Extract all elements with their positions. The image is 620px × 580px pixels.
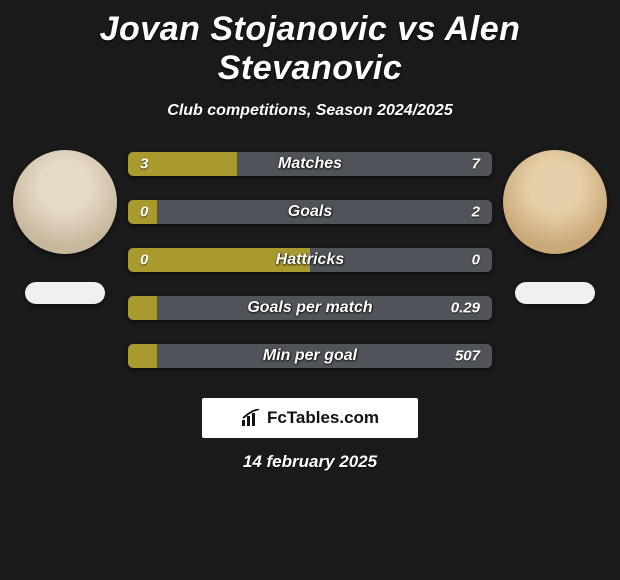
stat-bar-left-value: 3 bbox=[140, 156, 148, 173]
branding-box: FcTables.com bbox=[202, 398, 418, 438]
player-left-badge bbox=[25, 282, 105, 304]
stat-bar-right-value: 507 bbox=[455, 348, 480, 365]
player-right-badge bbox=[515, 282, 595, 304]
stat-bar-label: Goals bbox=[288, 203, 332, 221]
comparison-bars: Matches 3 7 Goals 0 2 Hattricks 0 0 Goals per mat… bbox=[128, 150, 492, 368]
subtitle: Club competitions, Season 2024/2025 bbox=[10, 102, 610, 120]
stat-bar: Goals per match 0.29 bbox=[128, 296, 492, 320]
stat-bar-left-value: 0 bbox=[140, 204, 148, 221]
chart-icon bbox=[241, 409, 263, 427]
stat-bar-label: Goals per match bbox=[247, 299, 372, 317]
stat-bar-left-value: 0 bbox=[140, 252, 148, 269]
stat-bar-right bbox=[237, 152, 492, 176]
stat-bar-left bbox=[128, 344, 157, 368]
player-left-column bbox=[10, 150, 120, 304]
stat-bar: Goals 0 2 bbox=[128, 200, 492, 224]
date-text: 14 february 2025 bbox=[10, 452, 610, 472]
comparison-infographic: Jovan Stojanovic vs Alen Stevanovic Club… bbox=[0, 0, 620, 478]
stat-bar: Hattricks 0 0 bbox=[128, 248, 492, 272]
stat-bar: Min per goal 507 bbox=[128, 344, 492, 368]
stat-bar-right-value: 7 bbox=[472, 156, 480, 173]
player-right-column bbox=[500, 150, 610, 304]
comparison-row: Matches 3 7 Goals 0 2 Hattricks 0 0 Goals per mat… bbox=[10, 150, 610, 368]
stat-bar-left bbox=[128, 296, 157, 320]
branding-text: FcTables.com bbox=[267, 408, 379, 428]
player-left-avatar bbox=[13, 150, 117, 254]
stat-bar-right-value: 0.29 bbox=[451, 300, 480, 317]
stat-bar-right-value: 2 bbox=[472, 204, 480, 221]
player-right-avatar bbox=[503, 150, 607, 254]
page-title: Jovan Stojanovic vs Alen Stevanovic bbox=[10, 10, 610, 88]
stat-bar-label: Min per goal bbox=[263, 347, 357, 365]
stat-bar-label: Hattricks bbox=[276, 251, 344, 269]
stat-bar-label: Matches bbox=[278, 155, 342, 173]
stat-bar-right-value: 0 bbox=[472, 252, 480, 269]
stat-bar: Matches 3 7 bbox=[128, 152, 492, 176]
